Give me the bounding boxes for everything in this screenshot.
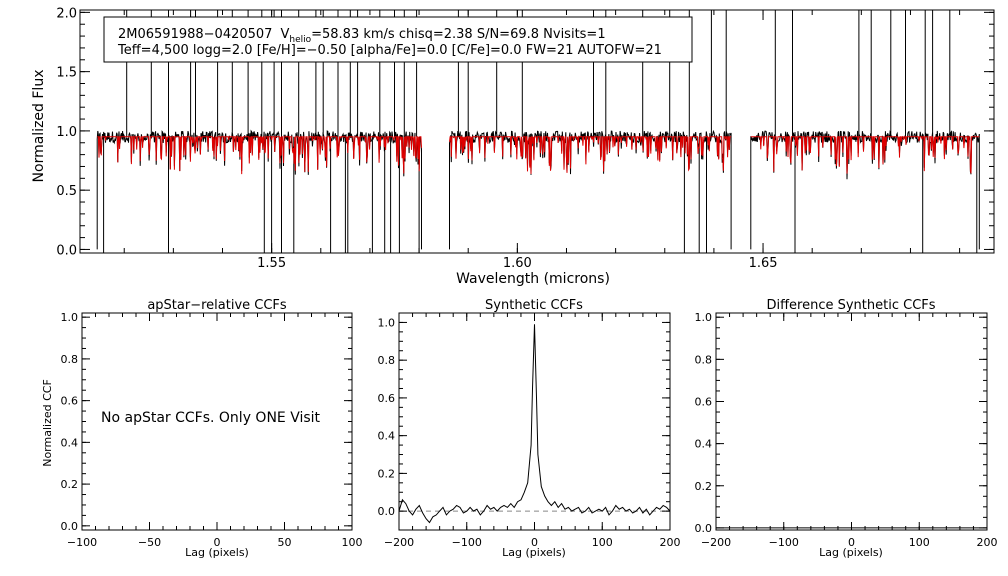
synthetic-ccf-title: Synthetic CCFs xyxy=(485,298,583,313)
difference-ccf-ticks: −200 −100 0 100 200 0.0 0.2 0.4 0.6 0.8 1.0 xyxy=(695,311,998,549)
difference-ccf-y-tick-label: 0.8 xyxy=(695,353,713,366)
spectrum-y-tick-label: 2.0 xyxy=(56,6,77,21)
difference-ccf-y-tick-label: 0.2 xyxy=(695,480,713,493)
spectrum-y-tick-label: 0.5 xyxy=(56,184,77,199)
synthetic-ccf-x-label: Lag (pixels) xyxy=(502,546,566,559)
apstar-ccf-y-label: Normalized CCF xyxy=(41,379,54,467)
apstar-ccf-y-tick-label: 0.6 xyxy=(61,395,79,408)
synthetic-ccf-x-tick-label: 0 xyxy=(531,536,538,549)
difference-ccf-y-tick-label: 0.0 xyxy=(695,522,713,535)
synthetic-ccf-y-tick-label: 0.6 xyxy=(378,392,396,405)
difference-ccf-axes-frame xyxy=(715,312,988,531)
synthetic-ccf-y-tick-label: 0.8 xyxy=(378,354,396,367)
difference-ccf-panel: Difference Synthetic CCFs Lag (pixels) −… xyxy=(695,298,998,559)
spectrum-info-line-1: 2M06591988−0420507 Vhelio=58.83 km/s chis… xyxy=(118,27,606,45)
apstar-ccf-panel: apStar−relative CCFs No apStar CCFs. Onl… xyxy=(41,298,363,559)
difference-ccf-x-tick-label: −200 xyxy=(701,536,731,549)
synthetic-ccf-x-tick-label: 200 xyxy=(660,536,681,549)
synthetic-ccf-ticks: −200 −100 0 100 200 0.0 0.2 0.4 0.6 0.8 1.0 xyxy=(378,313,681,549)
difference-ccf-x-tick-label: −100 xyxy=(769,536,799,549)
apstar-ccf-y-tick-label: 0.2 xyxy=(61,478,79,491)
apstar-ccf-x-label: Lag (pixels) xyxy=(185,546,249,559)
synthetic-ccf-panel: Synthetic CCFs Lag (pixels) −200 −100 0 100… xyxy=(378,298,681,559)
synthetic-ccf-x-tick-label: −200 xyxy=(384,536,414,549)
synthetic-ccf-y-tick-label: 1.0 xyxy=(378,316,396,329)
synthetic-ccf-line xyxy=(399,324,670,524)
apstar-ccf-ticks: −100 −50 0 50 100 0.0 0.2 0.4 0.6 0.8 1.0 xyxy=(61,311,363,549)
synthetic-ccf-y-tick-label: 0.4 xyxy=(378,430,396,443)
apstar-ccf-x-tick-label: −100 xyxy=(67,536,97,549)
synthetic-ccf-y-tick-label: 0.2 xyxy=(378,467,396,480)
v-helio-subscript: helio xyxy=(289,35,311,45)
difference-ccf-y-tick-label: 0.6 xyxy=(695,395,713,408)
spectrum-x-tick-label: 1.55 xyxy=(257,256,286,271)
star-id: 2M06591988−0420507 xyxy=(118,27,272,42)
apstar-ccf-y-tick-label: 0.0 xyxy=(61,520,79,533)
difference-ccf-title: Difference Synthetic CCFs xyxy=(766,298,935,313)
spectrum-y-tick-label: 1.5 xyxy=(56,66,77,81)
synthetic-ccf-x-tick-label: −100 xyxy=(452,536,482,549)
spectrum-info-line-2: Teff=4,500 logg=2.0 [Fe/H]=−0.50 [alpha/… xyxy=(117,43,662,58)
synthetic-ccf-axes-frame xyxy=(398,312,671,531)
spectrum-x-label: Wavelength (microns) xyxy=(456,271,610,287)
apstar-ccf-title: apStar−relative CCFs xyxy=(147,298,287,313)
star-stats: =58.83 km/s chisq=2.38 S/N=69.8 Nvisits=… xyxy=(311,27,606,42)
apstar-ccf-y-tick-label: 0.8 xyxy=(61,353,79,366)
apstar-ccf-y-tick-label: 1.0 xyxy=(61,311,79,324)
spectrum-axes-frame xyxy=(79,9,995,254)
apstar-ccf-y-tick-label: 0.4 xyxy=(61,436,79,449)
spectrum-panel: 1.55 1.60 1.65 0.0 0.5 1.0 1.5 2.0 Wavelength … xyxy=(31,6,995,287)
spectrum-x-tick-label: 1.65 xyxy=(749,256,778,271)
spectrum-y-tick-label: 1.0 xyxy=(56,125,77,140)
difference-ccf-x-label: Lag (pixels) xyxy=(819,546,883,559)
apstar-ccf-x-tick-label: 0 xyxy=(214,536,221,549)
model-spectrum-line xyxy=(97,135,980,175)
spectrum-y-tick-label: 0.0 xyxy=(56,243,77,258)
synthetic-ccf-y-tick-label: 0.0 xyxy=(378,505,396,518)
difference-ccf-y-tick-label: 0.4 xyxy=(695,438,713,451)
spectrum-x-tick-label: 1.60 xyxy=(503,256,532,271)
apstar-ccf-x-tick-label: 50 xyxy=(278,536,292,549)
difference-ccf-y-tick-label: 1.0 xyxy=(695,311,713,324)
apstar-ccf-note: No apStar CCFs. Only ONE Visit xyxy=(101,410,321,426)
difference-ccf-x-tick-label: 200 xyxy=(977,536,998,549)
difference-ccf-x-tick-label: 100 xyxy=(909,536,930,549)
spectrum-y-ticks: 0.0 0.5 1.0 1.5 2.0 xyxy=(56,6,994,258)
spectrum-y-label: Normalized Flux xyxy=(31,70,47,183)
synthetic-ccf-x-tick-label: 100 xyxy=(592,536,613,549)
spectrum-info-box xyxy=(103,16,693,63)
spectrum-x-ticks: 1.55 1.60 1.65 xyxy=(123,10,961,271)
apstar-ccf-x-tick-label: −50 xyxy=(138,536,161,549)
v-helio-symbol: V xyxy=(280,27,289,42)
difference-ccf-x-tick-label: 0 xyxy=(848,536,855,549)
apstar-ccf-x-tick-label: 100 xyxy=(342,536,363,549)
